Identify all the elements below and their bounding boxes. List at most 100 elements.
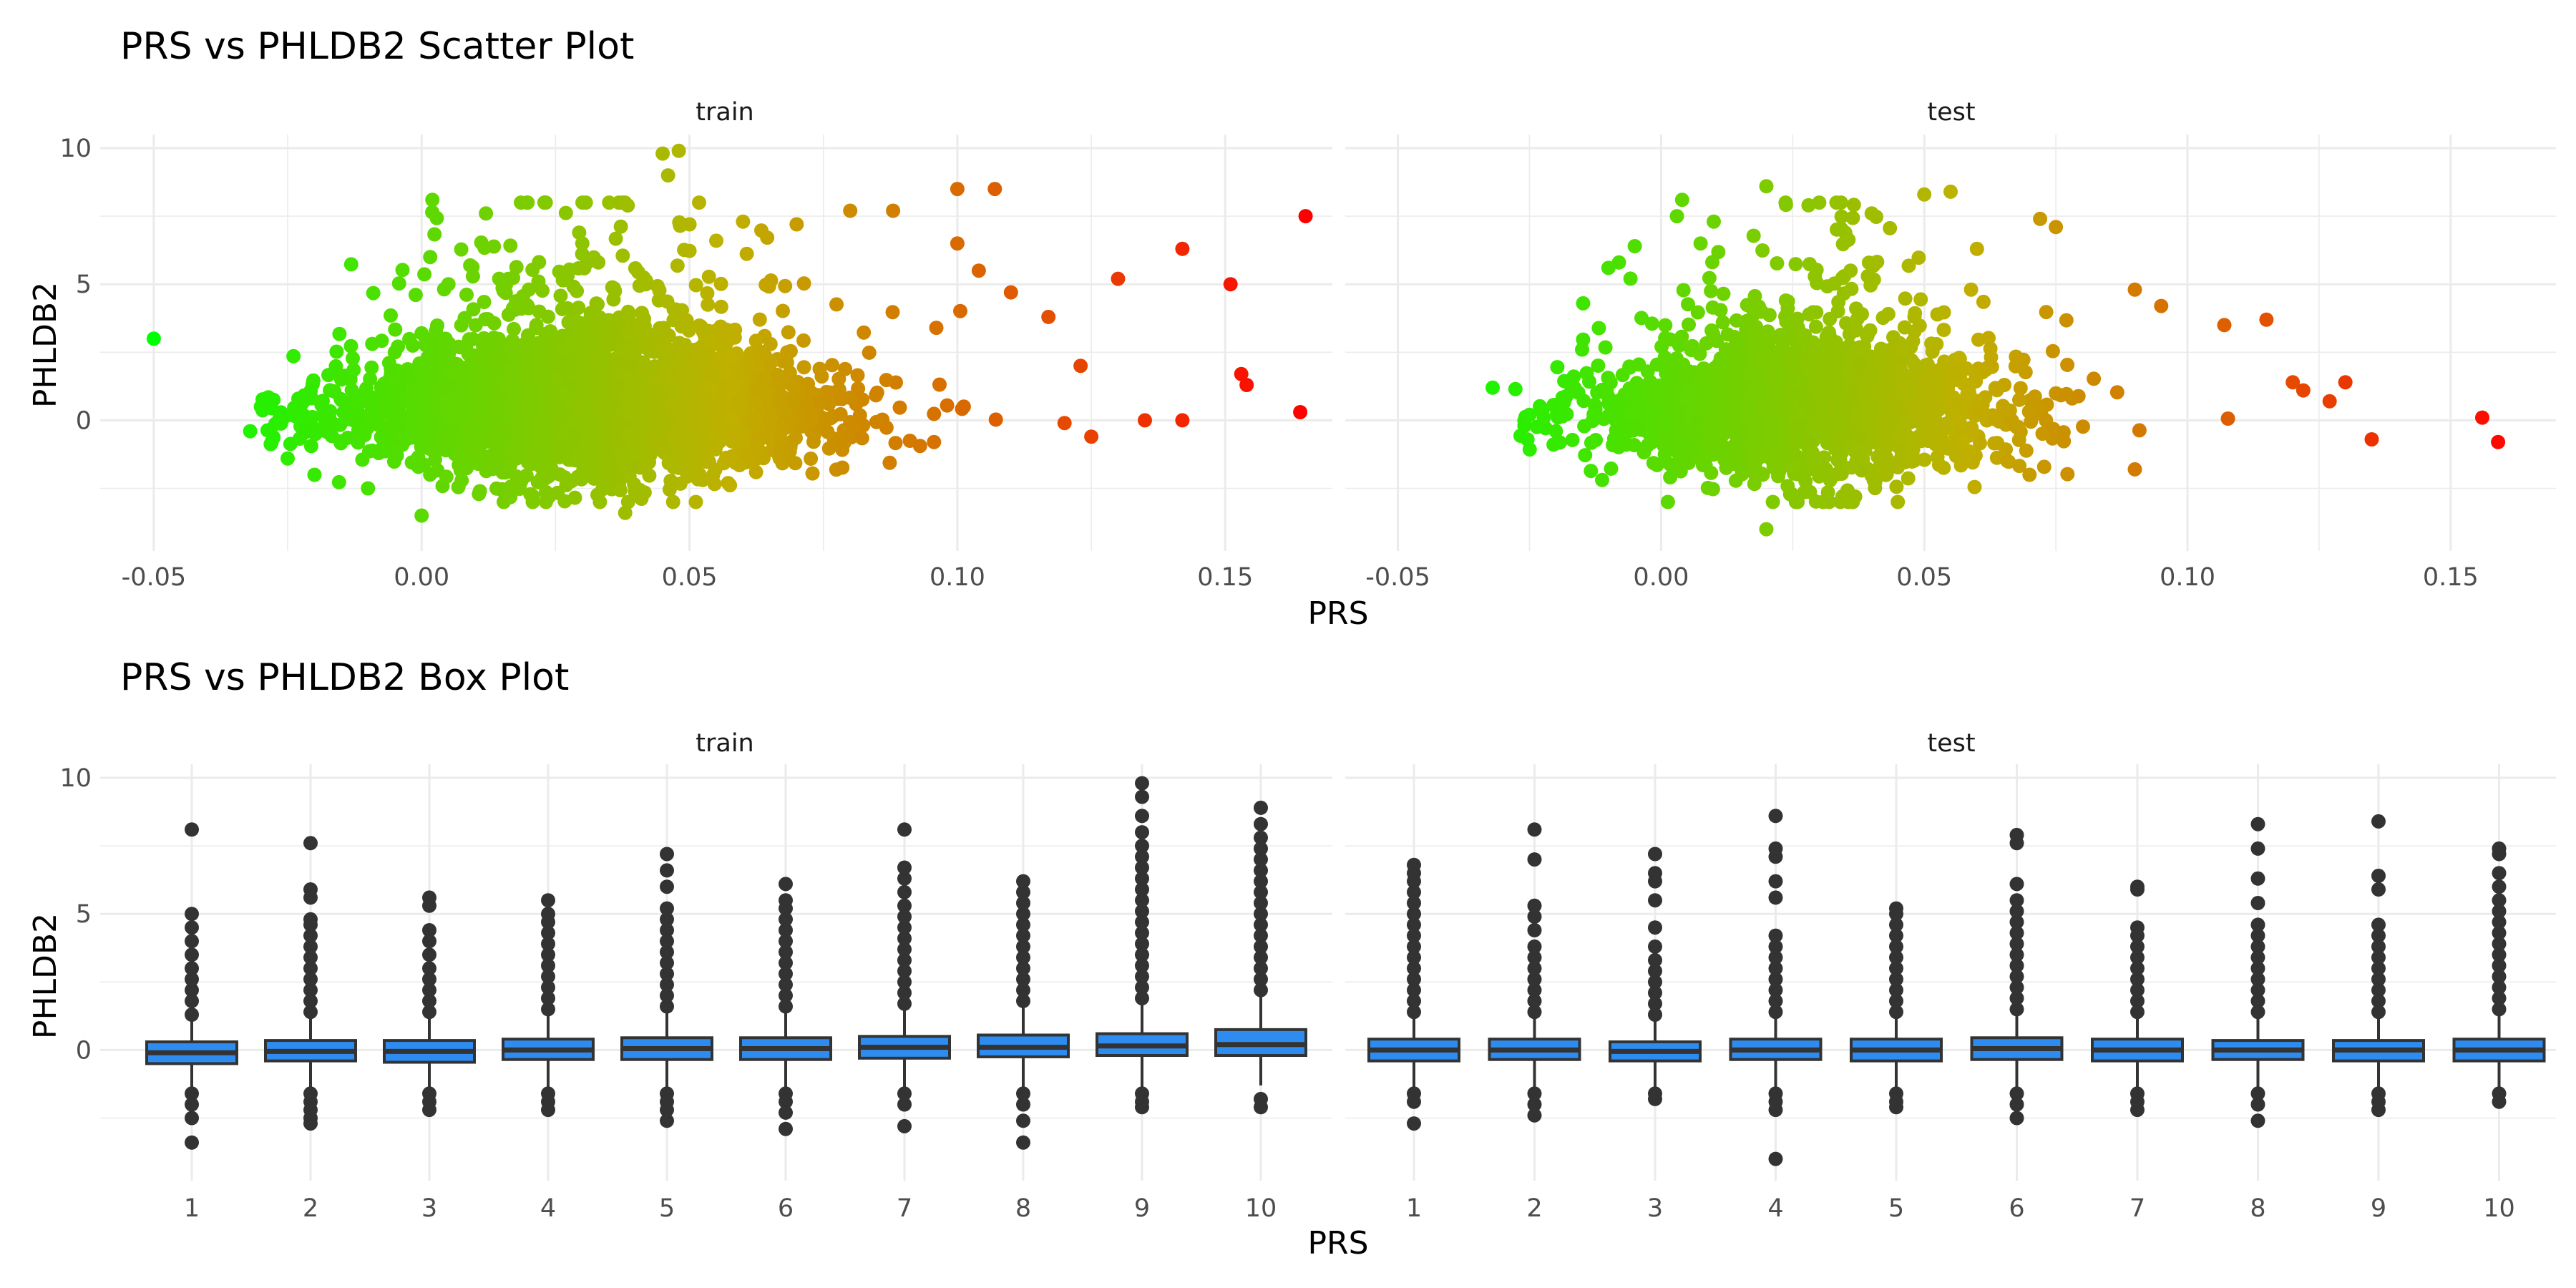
scatter-point (590, 391, 605, 406)
scatter-point (1889, 479, 1904, 494)
scatter-point (303, 439, 318, 454)
scatter-point (2013, 381, 2028, 396)
scatter-point (708, 442, 723, 457)
scatter-point (1591, 358, 1606, 373)
scatter-point (445, 404, 460, 418)
scatter-point (1860, 268, 1875, 283)
scatter-point (505, 343, 520, 358)
scatter-point (479, 206, 494, 221)
scatter-point (836, 435, 852, 450)
scatter-point (620, 405, 635, 420)
scatter-point (789, 217, 804, 232)
scatter-point (628, 261, 643, 275)
scatter-point (562, 262, 577, 277)
scatter-point (461, 346, 476, 361)
scatter-point (386, 454, 401, 469)
scatter-point (1973, 436, 1987, 451)
scatter-point (472, 439, 487, 454)
scatter-point (1690, 305, 1705, 320)
scatter-point (1715, 315, 1730, 330)
scatter-point (355, 452, 370, 467)
scatter-point (1584, 464, 1599, 479)
scatter-point (541, 469, 556, 484)
scatter-point (429, 415, 444, 430)
scatter-point (624, 459, 639, 474)
scatter-point (546, 391, 561, 405)
scatter-point (1827, 346, 1842, 361)
scatter-point (427, 227, 442, 242)
scatter-point (2039, 305, 2054, 320)
scatter-point (389, 443, 404, 458)
scatter-point (1822, 494, 1837, 509)
scatter-point (671, 369, 686, 384)
scatter-point (599, 471, 614, 486)
scatter-point (444, 424, 459, 439)
scatter-point (723, 410, 738, 425)
scatter-point (598, 457, 613, 472)
scatter-point (794, 419, 809, 434)
scatter-point (862, 345, 877, 360)
scatter-point (429, 210, 444, 225)
scatter-point (598, 434, 613, 449)
scatter-point (747, 394, 762, 409)
scatter-point (503, 489, 518, 504)
scatter-point (1788, 257, 1803, 272)
scatter-point (504, 384, 519, 399)
scatter-point (380, 394, 395, 409)
scatter-point (414, 414, 429, 429)
scatter-point (537, 195, 552, 210)
scatter-point (587, 471, 602, 486)
scatter-point (688, 494, 703, 509)
scatter-point (666, 459, 681, 474)
scatter-point (365, 409, 380, 424)
scatter-point (1659, 409, 1674, 423)
scatter-point (462, 332, 477, 347)
scatter-point (806, 434, 821, 449)
scatter-point (971, 263, 986, 278)
scatter-point (1704, 283, 1719, 298)
scatter-point (307, 467, 322, 482)
scatter-point (1003, 285, 1018, 300)
scatter-point (568, 453, 583, 468)
scatter-point (672, 444, 687, 459)
scatter-point (788, 456, 803, 471)
scatter-point (425, 192, 440, 208)
scatter-point (632, 278, 647, 293)
scatter-point (888, 436, 903, 451)
scatter-x-tick-label: 0.05 (1896, 563, 1952, 592)
scatter-point (749, 441, 764, 456)
scatter-point (681, 376, 696, 391)
scatter-point (1894, 364, 1909, 379)
scatter-point (1595, 472, 1609, 487)
scatter-point (1634, 311, 1649, 326)
scatter-point (558, 205, 573, 220)
scatter-point (748, 333, 763, 348)
scatter-point (1898, 291, 1913, 306)
scatter-point (266, 392, 281, 407)
scatter-point (703, 334, 718, 349)
scatter-point (1604, 461, 1619, 476)
scatter-point (692, 318, 707, 333)
scatter-point (534, 359, 549, 374)
scatter-point (1740, 313, 1755, 328)
scatter-point (525, 489, 540, 504)
scatter-point (1938, 416, 1953, 431)
scatter-point (1729, 313, 1744, 328)
scatter-point (774, 434, 789, 449)
scatter-point (666, 302, 681, 317)
scatter-point (308, 426, 323, 441)
scatter-point (1880, 306, 1896, 321)
scatter-point (1603, 375, 1618, 390)
scatter-point (2087, 371, 2102, 386)
scatter-point (1849, 301, 1863, 316)
scatter-point (673, 348, 688, 364)
scatter-point (2011, 419, 2026, 434)
scatter-point (374, 380, 389, 395)
scatter-point (286, 348, 301, 364)
scatter-point (1234, 366, 1249, 381)
scatter-point (592, 494, 608, 509)
scatter-point (1834, 209, 1849, 224)
scatter-point (1623, 271, 1638, 286)
scatter-point (623, 326, 638, 341)
scatter-point (441, 277, 456, 292)
